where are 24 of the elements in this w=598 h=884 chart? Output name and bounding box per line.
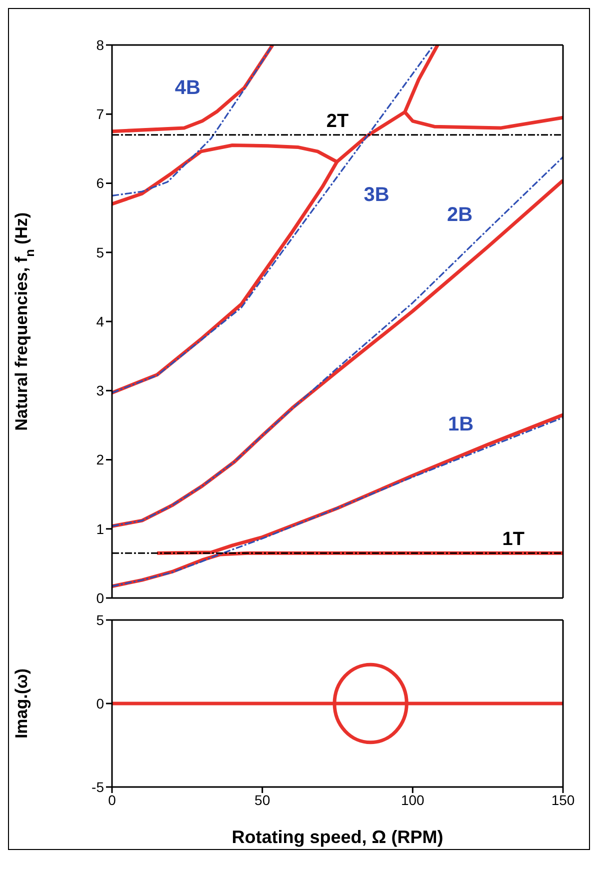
y-tick-label: 0 bbox=[96, 590, 104, 606]
y-tick-label: 2 bbox=[96, 452, 104, 468]
y-tick-label: 4 bbox=[96, 313, 104, 330]
y-axis-title: Imag.(ω) bbox=[12, 668, 32, 739]
x-tick-label: 100 bbox=[400, 792, 425, 808]
x-axis-title: Rotating speed, Ω (RPM) bbox=[232, 827, 444, 847]
y-tick-label: 5 bbox=[96, 244, 104, 260]
ref-line-label: 2T bbox=[326, 110, 349, 132]
y-tick-label: 7 bbox=[96, 106, 104, 122]
y-tick-label: 3 bbox=[96, 382, 104, 399]
y-tick-label: -5 bbox=[92, 778, 104, 795]
y-tick-label: 6 bbox=[96, 175, 104, 192]
series-label: 4B bbox=[174, 77, 200, 100]
x-tick-label: 150 bbox=[551, 792, 575, 808]
series-label: 3B bbox=[364, 184, 390, 206]
x-tick-label: 50 bbox=[254, 792, 270, 808]
series-label: 1B bbox=[448, 414, 474, 436]
y-tick-label: 1 bbox=[96, 520, 104, 537]
series-label: 2B bbox=[447, 204, 473, 226]
y-tick-label: 8 bbox=[96, 36, 104, 53]
x-tick-label: 0 bbox=[108, 792, 116, 808]
y-tick-label: 0 bbox=[96, 695, 104, 712]
y-tick-label: 5 bbox=[96, 612, 104, 628]
ref-line-label: 1T bbox=[502, 529, 525, 550]
